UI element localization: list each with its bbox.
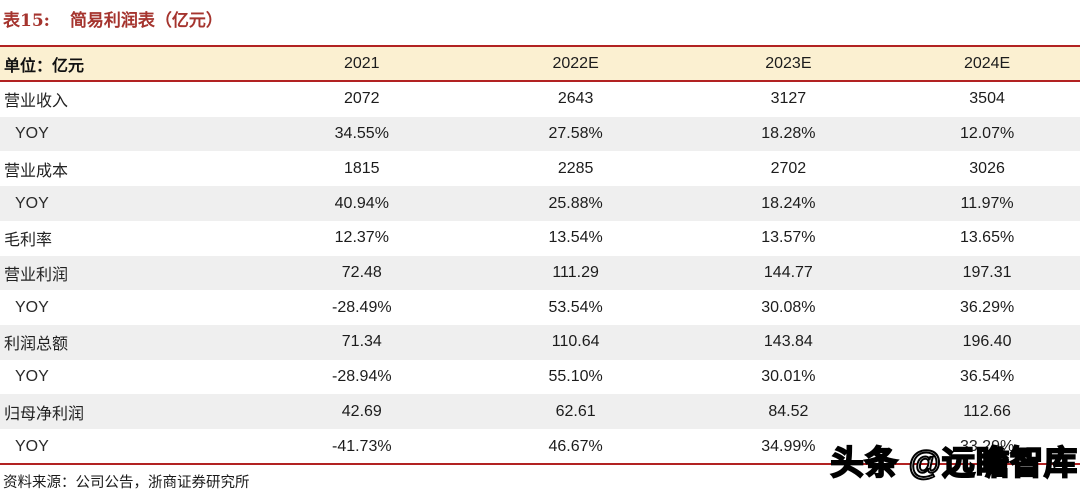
cell-value: 34.99% [761,437,816,455]
cell-value: 36.54% [959,368,1015,386]
row-label: YOY [15,437,49,455]
table-row: YOY 40.94% 25.88% 18.24% 11.97% [0,186,1080,221]
table-row: 归母净利润 42.69 62.61 84.52 112.66 [0,394,1080,430]
cell-value: -28.49% [331,298,392,316]
table-row: 利润总额 71.34 110.64 143.84 196.40 [0,325,1080,360]
cell-value: 13.65% [959,229,1015,247]
table-row: YOY 34.55% 27.58% 18.28% 12.07% [0,116,1080,152]
row-label: 利润总额 [4,334,69,354]
cell-value: 110.64 [551,333,600,351]
table-body: 营业收入 2072 2643 3127 3504 YOY 34.55% 27.58% 18.28… [0,82,1080,464]
cell-value: 3127 [770,90,807,108]
row-label: YOY [15,194,49,212]
column-header-2022E: 2022E [552,54,599,72]
cell-value: 144.77 [763,263,813,281]
cell-value: 34.55% [334,125,389,143]
cell-value: 18.24% [761,194,816,212]
table-row: YOY -28.49% 53.54% 30.08% 36.29% [0,290,1080,326]
table-row: YOY -28.94% 55.10% 30.01% 36.54% [0,359,1080,395]
table-bottom-rule [0,463,1080,465]
row-label: 营业利润 [4,264,69,284]
cell-value: 13.54% [548,229,603,247]
cell-value: 143.84 [763,333,813,351]
row-label: YOY [15,125,49,143]
row-label: 毛利率 [4,230,53,250]
cell-value: 196.40 [962,333,1012,351]
cell-value: 71.34 [341,333,382,351]
cell-value: 2643 [557,90,594,108]
cell-value: 30.08% [761,298,816,316]
table-row: 毛利率 12.37% 13.54% 13.57% 13.65% [0,220,1080,256]
cell-value: 40.94% [334,194,389,212]
cell-value: 3504 [969,90,1005,108]
cell-value: 62.61 [555,402,596,420]
cell-value: 36.29% [959,298,1015,316]
column-header-2023E: 2023E [765,54,812,72]
table-row: YOY -41.73% 46.67% 34.99% 33.29% [0,429,1080,464]
cell-value: 1815 [343,159,380,177]
cell-value: 12.07% [959,125,1015,143]
cell-value: 111.29 [552,263,599,281]
table-number: 表15: [3,11,50,31]
column-header-2024E: 2024E [963,54,1011,72]
cell-value: 72.48 [341,263,382,281]
source-note: 资料来源：公司公告，浙商证券研究所 [3,475,250,491]
cell-value: 2702 [770,159,807,177]
column-header-2021: 2021 [343,54,380,72]
cell-value: 25.88% [548,194,603,212]
cell-value: 112.66 [963,402,1011,420]
cell-value: 11.97% [960,194,1014,212]
cell-value: 84.52 [768,402,809,420]
cell-value: 12.37% [334,229,389,247]
cell-value: 18.28% [761,125,816,143]
table-title: 表15: 简易利润表（亿元） [3,9,223,33]
row-label: YOY [15,368,49,386]
cell-value: 3026 [969,159,1005,177]
cell-value: 2285 [557,159,594,177]
table-row: 营业利润 72.48 111.29 144.77 197.31 [0,255,1080,291]
cell-value: 30.01% [761,368,816,386]
table-row: 营业收入 2072 2643 3127 3504 [0,82,1080,117]
cell-value: 197.31 [962,263,1012,281]
cell-value: 33.29% [959,437,1015,455]
row-label: 归母净利润 [4,403,85,423]
table-header-row: 单位：亿元 2021 2022E 2023E 2024E [0,45,1080,82]
cell-value: 2072 [343,90,380,108]
watermark: 头条 @远瞻智库 [830,443,1078,482]
table-row: 营业成本 1815 2285 2702 3026 [0,151,1080,187]
cell-value: -28.94% [331,368,392,386]
cell-value: 53.54% [548,298,603,316]
cell-value: 13.57% [761,229,816,247]
unit-label: 单位：亿元 [4,55,85,75]
cell-value: 55.10% [548,368,603,386]
row-label: 营业收入 [4,91,69,111]
table-name: 简易利润表（亿元） [69,11,223,31]
row-label: 营业成本 [4,160,69,180]
cell-value: 42.69 [341,402,382,420]
cell-value: -41.73% [331,437,392,455]
cell-value: 27.58% [548,125,603,143]
cell-value: 46.67% [548,437,603,455]
row-label: YOY [15,298,49,316]
